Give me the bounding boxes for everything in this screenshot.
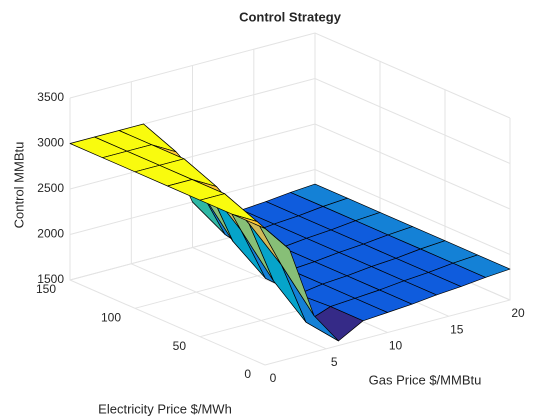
x-tick-label: 15: [450, 322, 464, 336]
y-tick-label: 0: [244, 367, 251, 381]
surface-cell: [232, 213, 290, 250]
z-tick-label: 3500: [37, 90, 64, 104]
x-axis-label: Gas Price $/MMBtu: [369, 372, 482, 387]
y-tick-label: 100: [101, 311, 121, 325]
chart-title: Control Strategy: [239, 9, 342, 24]
y-tick-label: 150: [36, 282, 56, 296]
y-tick-label: 50: [173, 339, 187, 353]
z-grid-line: [69, 77, 511, 164]
x-tick-label: 10: [389, 339, 403, 353]
z-axis-label: Control MMBtu: [11, 142, 26, 229]
z-grid-line: [69, 168, 511, 255]
z-tick-label: 2500: [37, 181, 64, 195]
x-tick-label: 0: [270, 371, 277, 385]
z-tick-label: 1500: [37, 272, 64, 286]
y-axis-label: Electricity Price $/MWh: [98, 401, 232, 416]
surface-group: [69, 123, 511, 342]
x-tick-label: 20: [511, 306, 525, 320]
z-grid-line: [69, 32, 511, 119]
x-tick-label: 5: [331, 355, 338, 369]
z-tick-label: 3000: [37, 136, 64, 150]
z-tick-label: 2000: [37, 227, 64, 241]
